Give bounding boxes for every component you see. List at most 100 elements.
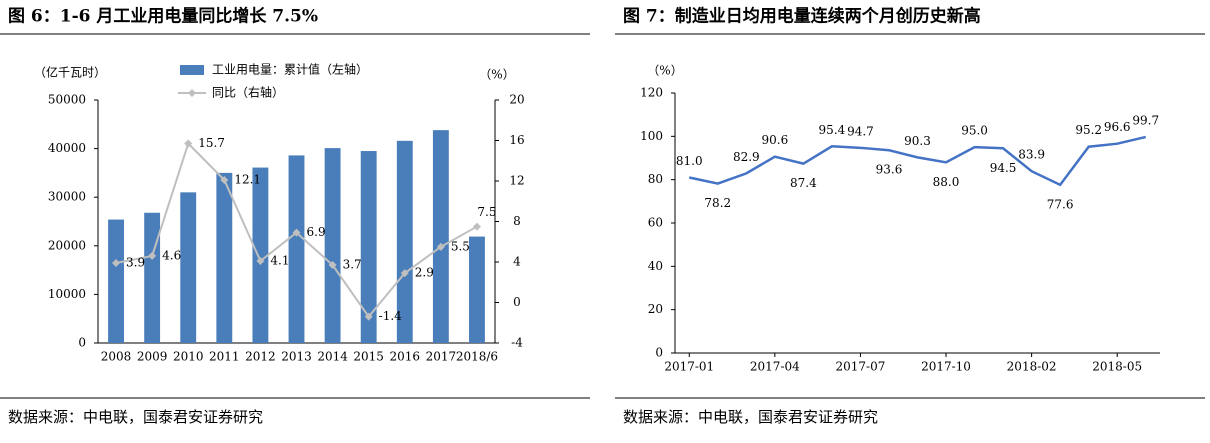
legend-label: 工业用电量：累计值（左轴） <box>212 62 368 77</box>
y2-tick-label: 12 <box>509 174 524 188</box>
bar <box>216 172 233 343</box>
data-label: 12.1 <box>234 172 261 186</box>
legend-marker <box>188 89 196 97</box>
y2-tick-label: 4 <box>513 255 521 269</box>
x-tick-label: 2010 <box>173 350 204 364</box>
marker <box>148 251 157 260</box>
bar <box>432 130 449 343</box>
bar <box>324 148 341 343</box>
y-tick-label: 50000 <box>48 93 86 107</box>
x-tick-label: 2017-07 <box>836 360 886 374</box>
source: 数据来源：中电联，国泰君安证券研究 <box>623 408 878 426</box>
data-label: 96.6 <box>1104 120 1131 134</box>
y2-axis-label: （%） <box>479 68 514 82</box>
y-tick-label: 0 <box>78 336 86 350</box>
data-label: 7.5 <box>477 205 496 219</box>
bar <box>108 219 124 343</box>
chart-title: 图 6：1-6 月工业用电量同比增长 7.5% <box>8 6 318 27</box>
data-label: 2.9 <box>415 266 434 280</box>
y-tick-label: 40000 <box>48 141 86 155</box>
marker <box>364 312 373 321</box>
x-tick-label: 2017-04 <box>750 360 800 374</box>
marker <box>220 175 229 184</box>
data-label: 3.9 <box>126 256 145 270</box>
source: 数据来源：中电联，国泰君安证券研究 <box>8 408 263 426</box>
y-tick-label: 20 <box>648 302 663 316</box>
data-label: -1.4 <box>379 309 403 323</box>
data-label: 82.9 <box>733 150 760 164</box>
data-label: 15.7 <box>198 136 225 150</box>
y-tick-label: 0 <box>655 346 663 360</box>
marker <box>472 222 481 231</box>
x-tick-label: 2018-02 <box>1007 360 1057 374</box>
data-label: 93.6 <box>876 163 903 177</box>
x-tick-label: 2017-10 <box>921 360 971 374</box>
marker <box>256 256 265 265</box>
y2-tick-label: 0 <box>513 295 521 309</box>
x-tick-label: 2017 <box>426 350 457 364</box>
data-label: 4.6 <box>162 248 181 262</box>
data-label: 77.6 <box>1047 197 1074 211</box>
y-axis-label: （亿千瓦时） <box>34 65 106 80</box>
y2-tick-label: 20 <box>509 93 524 107</box>
chart-title: 图 7：制造业日均用电量连续两个月创历史新高 <box>623 6 981 27</box>
data-label: 81.0 <box>676 154 703 168</box>
y2-tick-label: 8 <box>513 214 521 228</box>
y-tick-label: 100 <box>640 129 663 143</box>
y-tick-label: 80 <box>648 172 663 186</box>
data-label: 94.5 <box>990 161 1017 175</box>
data-label: 90.6 <box>761 133 788 147</box>
bar <box>288 155 305 343</box>
x-tick-label: 2018/6 <box>456 350 498 364</box>
data-label: 95.4 <box>819 123 846 137</box>
marker <box>292 228 301 237</box>
y-tick-label: 30000 <box>48 190 86 204</box>
legend-label: 同比（右轴） <box>212 85 284 100</box>
y-tick-label: 20000 <box>48 238 86 252</box>
marker <box>184 139 193 148</box>
y-tick-label: 40 <box>648 259 663 273</box>
data-label: 90.3 <box>904 134 931 148</box>
marker <box>400 269 409 278</box>
x-tick-label: 2015 <box>353 350 384 364</box>
marker <box>328 261 337 270</box>
data-label: 88.0 <box>933 175 960 189</box>
data-label: 94.7 <box>847 124 874 138</box>
bar <box>144 212 161 343</box>
y-tick-label: 10000 <box>48 287 86 301</box>
x-tick-label: 2013 <box>281 350 312 364</box>
y-axis-label: （%） <box>647 64 682 78</box>
y2-tick-label: 16 <box>509 133 524 147</box>
x-tick-label: 2018-05 <box>1092 360 1142 374</box>
y-tick-label: 120 <box>640 86 663 100</box>
data-label: 3.7 <box>343 258 362 272</box>
data-label: 4.1 <box>270 253 289 267</box>
data-label: 83.9 <box>1018 148 1045 162</box>
data-label: 5.5 <box>451 239 470 253</box>
data-label: 6.9 <box>307 225 326 239</box>
data-label: 99.7 <box>1132 113 1159 127</box>
y-tick-label: 60 <box>648 216 663 230</box>
bar <box>252 167 269 343</box>
bar <box>396 140 413 343</box>
y2-tick-label: -4 <box>511 336 523 350</box>
data-label: 95.2 <box>1075 123 1102 137</box>
marker <box>112 259 121 268</box>
line <box>689 135 1147 187</box>
marker <box>436 242 445 251</box>
x-tick-label: 2011 <box>209 350 240 364</box>
legend-swatch <box>180 65 204 75</box>
bar <box>469 236 485 343</box>
x-tick-label: 2012 <box>245 350 276 364</box>
x-tick-label: 2016 <box>389 350 420 364</box>
bar <box>360 151 377 343</box>
data-label: 87.4 <box>790 176 817 190</box>
data-label: 95.0 <box>961 124 988 138</box>
x-tick-label: 2009 <box>137 350 168 364</box>
x-tick-label: 2017-01 <box>664 360 714 374</box>
x-tick-label: 2008 <box>101 350 132 364</box>
bar <box>180 192 197 343</box>
data-label: 78.2 <box>704 196 731 210</box>
x-tick-label: 2014 <box>317 350 348 364</box>
